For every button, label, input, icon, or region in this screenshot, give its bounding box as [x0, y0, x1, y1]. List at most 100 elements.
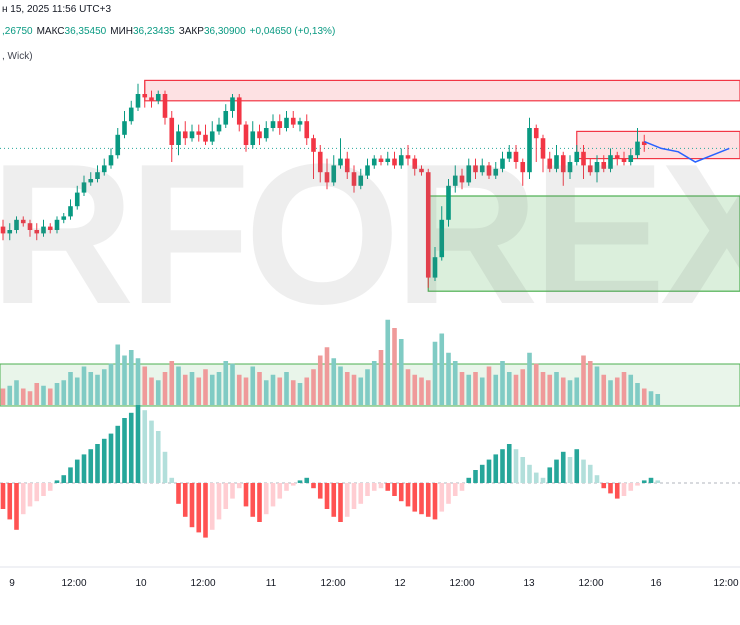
candle-body [257, 131, 262, 139]
histogram-bar [41, 483, 46, 496]
candle-body [95, 172, 100, 179]
volume-bar [351, 374, 357, 405]
histogram-bar [486, 459, 492, 483]
candle-body [358, 175, 364, 186]
histogram-bar [506, 444, 512, 483]
histogram-bar [297, 480, 303, 483]
candle-body [101, 165, 107, 173]
candle-body [108, 155, 114, 166]
candle-body [290, 117, 296, 125]
candle-body [594, 162, 600, 173]
histogram-bar [439, 483, 445, 512]
histogram-bar [520, 457, 526, 483]
volume-bar [378, 350, 384, 405]
histogram-bar [257, 483, 262, 522]
volume-bar [419, 377, 424, 405]
volume-bar [533, 363, 539, 405]
histogram-bar [149, 420, 154, 483]
histogram-bar [0, 483, 6, 509]
volume-bar [223, 361, 229, 405]
volume-bar [0, 388, 6, 405]
volume-bar [20, 388, 26, 405]
volume-bar [297, 383, 303, 405]
histogram-bar [277, 483, 283, 499]
histogram-bar [47, 483, 53, 491]
zone-green-2 [427, 195, 740, 292]
candle-body [520, 162, 526, 173]
histogram-bar [128, 412, 134, 483]
histogram-bar [594, 475, 600, 483]
volume-bar [88, 372, 94, 405]
volume-bar [230, 363, 235, 405]
volume-bar [317, 355, 323, 405]
volume-bar [614, 377, 620, 405]
histogram-bar [317, 483, 323, 499]
histogram-bar [176, 483, 181, 504]
volume-bar [554, 372, 559, 405]
x-tick-label: 12:00 [61, 578, 86, 589]
volume-bar [54, 383, 60, 405]
volume-bar [547, 374, 553, 405]
histogram-bar [270, 483, 276, 507]
x-tick-label: 12:00 [578, 578, 603, 589]
candle-body [527, 128, 532, 173]
candle-body [385, 158, 391, 162]
volume-bar [601, 374, 607, 405]
volume-bar [655, 394, 661, 405]
histogram-bar [479, 464, 485, 483]
histogram-bar [351, 483, 357, 509]
x-tick-label: 10 [135, 578, 147, 589]
volume-bar [61, 380, 67, 405]
histogram-bar [648, 477, 654, 483]
histogram-bar [290, 483, 296, 486]
volume-bar [324, 347, 330, 405]
candle-body [338, 158, 343, 166]
x-tick-label: 11 [266, 578, 277, 589]
histogram-bar [500, 449, 505, 483]
histogram-bar [142, 410, 148, 483]
histogram-bar [263, 483, 269, 515]
volume-bar [257, 372, 262, 405]
volume-bar [277, 377, 283, 405]
volume-bar [290, 380, 296, 405]
histogram-bar [250, 483, 256, 517]
x-tick-label: 9 [9, 578, 15, 589]
x-tick-label: 13 [523, 578, 535, 589]
histogram-bar [635, 483, 640, 486]
candle-body [371, 158, 377, 166]
candle-body [317, 151, 323, 173]
ohlc-item-2: МИН36,23435 [110, 26, 174, 37]
histogram-bar [344, 483, 350, 517]
histogram-bar [61, 475, 67, 483]
volume-bar [560, 377, 566, 405]
histogram-bar [398, 483, 404, 502]
volume-bar [385, 319, 391, 405]
volume-bar [371, 361, 377, 405]
ohlc-item-1: МАКС36,35450 [37, 26, 107, 37]
volume-bar [635, 383, 640, 405]
ohlc-value: ,26750 [2, 26, 33, 37]
candle-body [14, 219, 19, 230]
histogram-bar [81, 454, 87, 483]
histogram-bar [419, 483, 424, 515]
histogram-bar [122, 418, 127, 483]
candle-body [250, 131, 256, 145]
candle-body [506, 151, 512, 159]
histogram-bar [641, 480, 647, 483]
histogram-bar [108, 433, 114, 483]
candle-body [34, 230, 40, 234]
histogram-bar [405, 483, 411, 507]
candle-body [7, 230, 13, 234]
ohlc-line: ,26750 МАКС36,35450 МИН36,23435 ЗАКР36,3090… [2, 26, 339, 37]
volume-bar [446, 352, 451, 405]
histogram-bar [554, 459, 559, 483]
histogram-bar [115, 425, 121, 483]
histogram-bar [432, 483, 438, 520]
volume-bar [196, 377, 202, 405]
histogram-bar [574, 449, 580, 483]
volume-bar [270, 374, 276, 405]
candle-body [405, 155, 411, 159]
volume-bar [412, 374, 418, 405]
